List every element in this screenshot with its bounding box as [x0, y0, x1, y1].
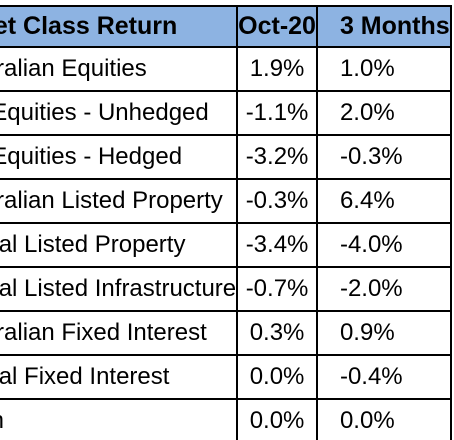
- oct-value: -3.2%: [236, 134, 318, 180]
- table-row: Australian Listed Property -0.3% 6.4%: [0, 178, 452, 224]
- three-month-value: -0.4%: [315, 354, 452, 400]
- table-row: Australian Fixed Interest 0.3% 0.9%: [0, 310, 452, 356]
- row-label: Australian Fixed Interest: [0, 310, 239, 356]
- table-row: Cash 0.0% 0.0%: [0, 398, 452, 440]
- three-month-value: 0.9%: [315, 310, 452, 356]
- table-row: Australian Equities 1.9% 1.0%: [0, 46, 452, 92]
- row-label: Int'l Equities - Unhedged: [0, 90, 239, 136]
- three-month-value: -2.0%: [315, 266, 452, 312]
- row-label: Int'l Equities - Hedged: [0, 134, 239, 180]
- table-row: Global Fixed Interest 0.0% -0.4%: [0, 354, 452, 400]
- three-month-value: 2.0%: [315, 90, 452, 136]
- row-label: Australian Equities: [0, 46, 239, 92]
- table-row: Int'l Equities - Hedged -3.2% -0.3%: [0, 134, 452, 180]
- oct-value: 0.3%: [236, 310, 318, 356]
- three-month-value: 1.0%: [315, 46, 452, 92]
- oct-value: 0.0%: [236, 398, 318, 440]
- header-oct-20: Oct-20: [236, 5, 318, 48]
- oct-value: -1.1%: [236, 90, 318, 136]
- three-month-value: 0.0%: [315, 398, 452, 440]
- asset-returns-table: Asset Class Return Oct-20 3 Months Austr…: [0, 5, 452, 440]
- three-month-value: 6.4%: [315, 178, 452, 224]
- row-label: Global Fixed Interest: [0, 354, 239, 400]
- oct-value: -0.7%: [236, 266, 318, 312]
- row-label: Australian Listed Property: [0, 178, 239, 224]
- table-row: Int'l Equities - Unhedged -1.1% 2.0%: [0, 90, 452, 136]
- three-month-value: -4.0%: [315, 222, 452, 268]
- row-label: Global Listed Infrastructure: [0, 266, 239, 312]
- row-label: Global Listed Property: [0, 222, 239, 268]
- header-asset-class: Asset Class Return: [0, 5, 239, 48]
- oct-value: 1.9%: [236, 46, 318, 92]
- header-3-months: 3 Months: [315, 5, 452, 48]
- oct-value: 0.0%: [236, 354, 318, 400]
- table-row: Global Listed Property -3.4% -4.0%: [0, 222, 452, 268]
- oct-value: -0.3%: [236, 178, 318, 224]
- row-label: Cash: [0, 398, 239, 440]
- oct-value: -3.4%: [236, 222, 318, 268]
- table-row: Global Listed Infrastructure -0.7% -2.0%: [0, 266, 452, 312]
- three-month-value: -0.3%: [315, 134, 452, 180]
- table-header-row: Asset Class Return Oct-20 3 Months: [0, 5, 452, 48]
